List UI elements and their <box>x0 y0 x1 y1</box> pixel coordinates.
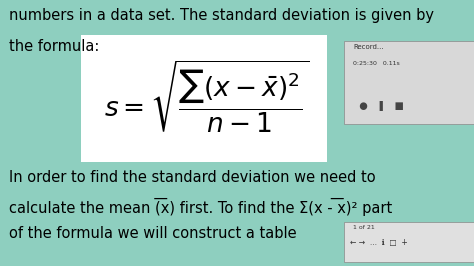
Text: Record...: Record... <box>353 44 384 50</box>
Text: 1 of 21: 1 of 21 <box>353 225 375 230</box>
Text: In order to find the standard deviation we need to: In order to find the standard deviation … <box>9 170 376 185</box>
Text: the formula:: the formula: <box>9 39 100 53</box>
FancyBboxPatch shape <box>344 41 474 124</box>
Text: numbers in a data set. The standard deviation is given by: numbers in a data set. The standard devi… <box>9 8 435 23</box>
Text: ●   ❚   ■: ● ❚ ■ <box>353 101 404 111</box>
Text: ← →  ...  ℹ  □  +: ← → ... ℹ □ + <box>350 238 408 247</box>
Text: of the formula we will construct a table: of the formula we will construct a table <box>9 226 297 241</box>
FancyBboxPatch shape <box>81 35 327 162</box>
Text: 0:25:30   0.11s: 0:25:30 0.11s <box>353 61 400 66</box>
Text: $s = \sqrt{\dfrac{\sum(x-\bar{x})^{2}}{n-1}}$: $s = \sqrt{\dfrac{\sum(x-\bar{x})^{2}}{n… <box>104 59 309 136</box>
FancyBboxPatch shape <box>344 222 474 262</box>
Text: calculate the mean (͞x) first. To find the Σ(x - ͞x)² part: calculate the mean (͞x) first. To find t… <box>9 198 393 216</box>
